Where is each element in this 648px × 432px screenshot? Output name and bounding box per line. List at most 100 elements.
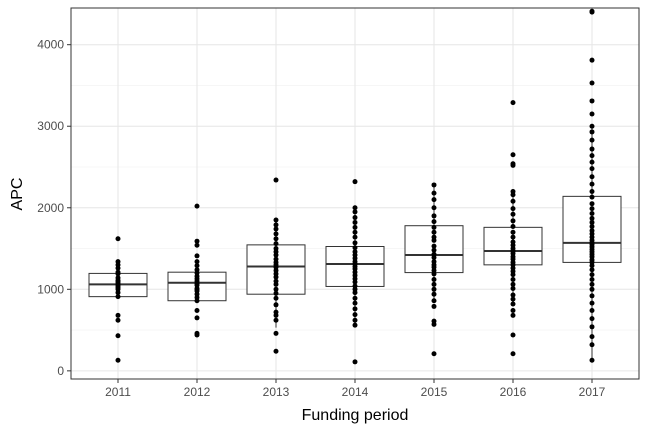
data-point xyxy=(273,177,279,183)
data-point xyxy=(352,312,358,318)
x-tick-label: 2016 xyxy=(500,385,527,399)
data-point xyxy=(589,153,595,159)
data-point xyxy=(510,211,516,217)
data-point xyxy=(352,224,358,230)
data-point xyxy=(431,351,437,357)
data-point xyxy=(273,330,279,336)
data-point xyxy=(352,317,358,323)
data-point xyxy=(194,238,200,244)
data-point xyxy=(589,293,595,299)
data-point xyxy=(510,296,516,302)
data-point xyxy=(431,318,437,324)
data-point xyxy=(431,291,437,297)
data-point xyxy=(352,240,358,246)
data-point xyxy=(510,229,516,235)
data-point xyxy=(589,181,595,187)
y-tick-label: 1000 xyxy=(37,282,64,296)
data-point xyxy=(431,259,437,265)
data-point xyxy=(352,322,358,328)
data-point xyxy=(115,312,121,318)
data-point xyxy=(115,294,121,300)
data-point xyxy=(194,263,200,269)
data-point xyxy=(510,281,516,287)
data-point xyxy=(273,278,279,284)
data-point xyxy=(589,228,595,234)
data-point xyxy=(431,182,437,188)
data-point xyxy=(589,324,595,330)
data-point xyxy=(510,277,516,283)
data-point xyxy=(273,295,279,301)
data-point xyxy=(589,194,595,200)
data-point xyxy=(352,215,358,221)
data-point xyxy=(589,342,595,348)
x-tick-label: 2017 xyxy=(579,385,606,399)
x-tick-label: 2015 xyxy=(421,385,448,399)
data-point xyxy=(510,188,516,194)
data-point xyxy=(510,239,516,245)
y-tick-label: 3000 xyxy=(37,119,64,133)
data-point xyxy=(115,357,121,363)
data-point xyxy=(431,224,437,230)
data-point xyxy=(352,229,358,235)
data-point xyxy=(589,215,595,221)
data-point xyxy=(352,283,358,289)
data-point xyxy=(589,277,595,283)
data-point xyxy=(352,295,358,301)
data-point xyxy=(589,272,595,278)
data-point xyxy=(589,123,595,129)
x-tick-label: 2014 xyxy=(342,385,369,399)
data-point xyxy=(194,253,200,259)
data-point xyxy=(431,197,437,203)
data-point xyxy=(352,219,358,225)
data-point xyxy=(273,246,279,252)
y-tick-label: 2000 xyxy=(37,201,64,215)
data-point xyxy=(273,302,279,308)
data-point xyxy=(589,57,595,63)
data-point xyxy=(510,285,516,291)
data-point xyxy=(589,267,595,273)
data-point xyxy=(115,333,121,339)
data-point xyxy=(273,317,279,323)
data-point xyxy=(273,241,279,247)
data-point xyxy=(431,281,437,287)
data-point xyxy=(510,161,516,167)
data-point xyxy=(589,300,595,306)
data-point xyxy=(589,174,595,180)
data-point xyxy=(352,209,358,215)
data-point xyxy=(510,206,516,212)
data-point xyxy=(510,292,516,298)
data-point xyxy=(431,190,437,196)
data-point xyxy=(194,203,200,209)
data-point xyxy=(273,236,279,242)
data-point xyxy=(589,308,595,314)
data-point xyxy=(431,205,437,211)
data-point xyxy=(589,146,595,152)
data-point xyxy=(589,286,595,292)
data-point xyxy=(589,137,595,143)
data-point xyxy=(431,303,437,309)
data-point xyxy=(431,251,437,257)
data-point xyxy=(510,351,516,357)
data-point xyxy=(510,332,516,338)
y-axis-title: APC xyxy=(9,178,26,211)
data-point xyxy=(273,222,279,228)
data-point xyxy=(273,309,279,315)
data-point xyxy=(115,275,121,281)
data-point xyxy=(352,249,358,255)
data-point xyxy=(589,219,595,225)
data-point xyxy=(589,129,595,135)
data-point xyxy=(194,259,200,265)
data-point xyxy=(510,312,516,318)
data-point xyxy=(431,213,437,219)
data-point xyxy=(589,357,595,363)
data-point xyxy=(589,210,595,216)
data-point xyxy=(352,306,358,312)
data-point xyxy=(352,359,358,365)
data-point xyxy=(431,277,437,283)
data-point xyxy=(431,234,437,240)
y-tick-label: 0 xyxy=(57,364,64,378)
data-point xyxy=(273,231,279,237)
data-point xyxy=(273,290,279,296)
x-tick-label: 2013 xyxy=(263,385,290,399)
data-point xyxy=(352,300,358,306)
